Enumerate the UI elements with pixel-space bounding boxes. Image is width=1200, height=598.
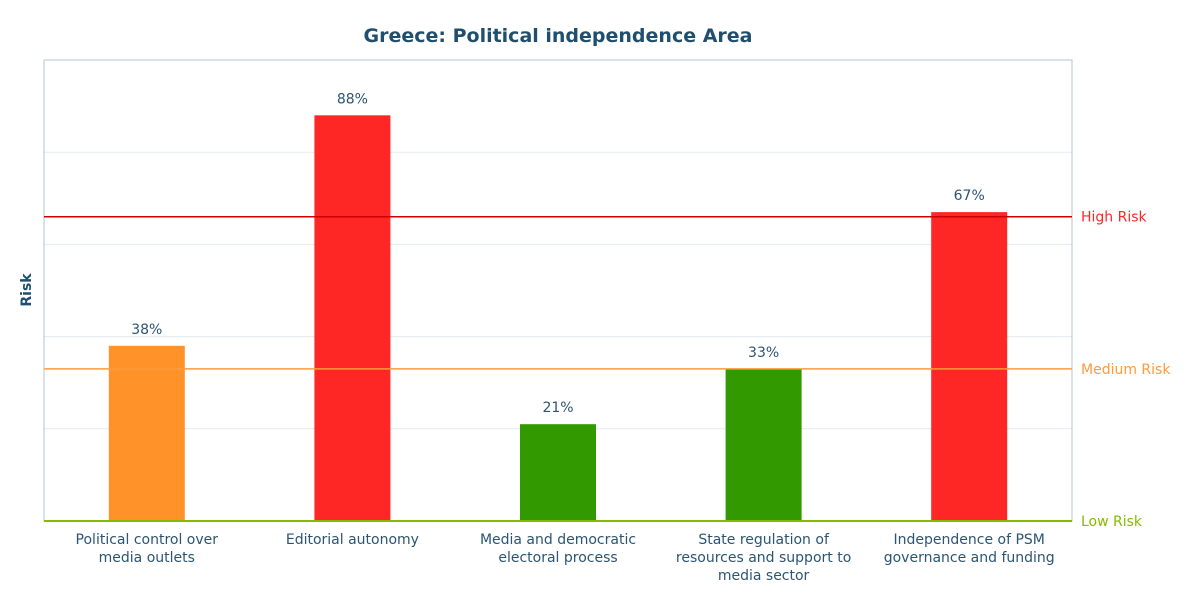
gridlines [44,151,1072,430]
bar [108,345,185,521]
category-label: Political control over media outlets [76,532,219,566]
value-label: 33% [748,345,779,361]
value-label: 88% [337,91,368,107]
value-label: 21% [542,400,573,416]
bars [108,115,1008,521]
bar [725,368,802,521]
category-label: State regulation of resources and support… [676,532,851,584]
category-label: Independence of PSM governance and fundin… [884,532,1055,566]
value-labels: 38% 88% 21% 33% 67% [131,91,985,416]
value-label: 67% [954,188,985,204]
category-label: Editorial autonomy [286,532,419,548]
bar [520,424,596,521]
y-axis-label: Risk [19,273,35,307]
threshold-label: High Risk [1081,210,1148,226]
bar [931,212,1008,521]
threshold-label: Medium Risk [1081,362,1171,378]
bar [314,115,391,521]
threshold-label: Low Risk [1081,514,1143,530]
risk-thresholds: High Risk Medium Risk Low Risk [44,210,1171,530]
category-label: Media and democratic electoral process [480,532,636,566]
chart-title: Greece: Political independence Area [363,25,752,47]
category-labels: Political control over media outlets Edito… [76,532,1055,584]
value-label: 38% [131,322,162,338]
